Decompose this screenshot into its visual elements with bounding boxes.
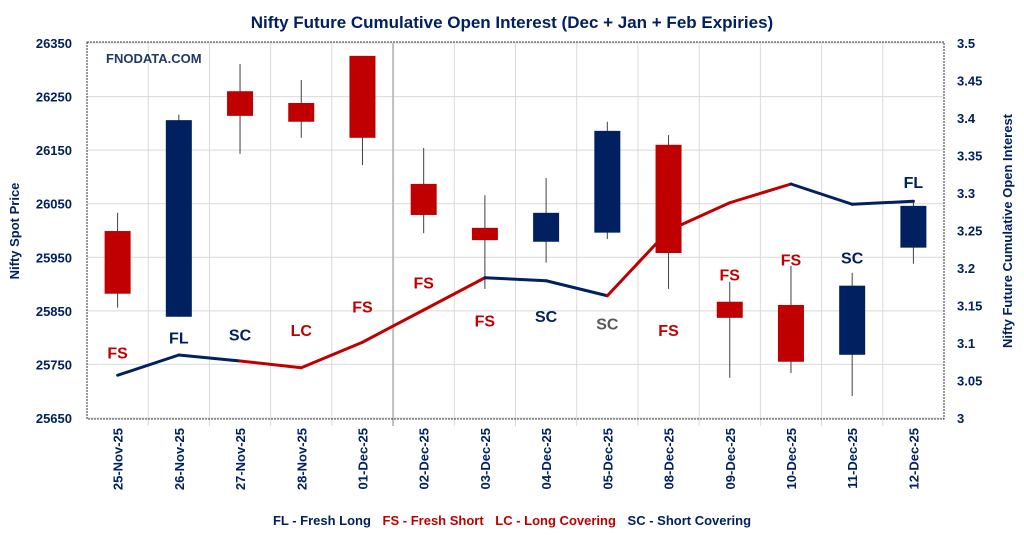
x-tick-label: 02-Dec-25 [417,428,432,489]
candle-body [165,120,192,317]
signal-label: FS [475,314,496,331]
candle-body [594,130,621,233]
right-tick-label: 3.45 [957,74,982,89]
candle-body [533,212,560,242]
left-tick-label: 25750 [36,357,72,372]
x-axis-ticks: 25-Nov-25 26-Nov-25 27-Nov-25 28-Nov-25 01-D… [111,428,922,490]
right-tick-label: 3.1 [957,336,975,351]
legend-item-fs: FS - Fresh Short [383,513,485,528]
chart-title: Nifty Future Cumulative Open Interest (D… [251,13,773,32]
oi-line-segment [299,340,364,370]
right-tick-label: 3.15 [957,299,982,314]
right-axis-label: Nifty Future Cumulative Open Interest [1000,113,1015,348]
x-tick-label: 26-Nov-25 [172,428,187,490]
left-axis-ticks: 25650 25750 25850 25950 26050 26150 26250 26350 [36,36,72,426]
signal-label: SC [841,250,864,267]
x-tick-label: 25-Nov-25 [111,428,126,490]
oi-line-segment [422,276,487,312]
signal-label: FS [413,275,434,292]
left-tick-label: 25650 [36,411,72,426]
x-tick-label: 01-Dec-25 [355,428,370,489]
legend-item-fl: FL - Fresh Long [273,513,371,528]
candle-body [655,144,682,253]
signal-label: SC [596,317,619,334]
x-tick-label: 11-Dec-25 [845,428,860,489]
candle-body [777,304,804,362]
oi-line-segment [850,199,915,206]
oi-line-segment [360,308,426,344]
signal-label: FS [720,267,741,284]
signal-label: LC [291,323,313,340]
signal-label: SC [229,327,252,344]
candle-body [839,285,866,355]
left-tick-label: 26050 [36,197,72,212]
right-tick-label: 3.2 [957,261,975,276]
candle-body [900,205,927,248]
x-tick-label: 08-Dec-25 [662,428,677,489]
right-axis-ticks: 3 3.05 3.1 3.15 3.2 3.25 3.3 3.35 3.4 3.45 3.5 [957,36,982,426]
x-tick-label: 27-Nov-25 [233,428,248,490]
legend-item-sc: SC - Short Covering [628,513,752,528]
candle-body [227,91,254,116]
signal-label: SC [535,309,558,326]
right-tick-label: 3.25 [957,224,982,239]
signal-labels: FS FL SC LC FS FS FS SC SC FS FS FS SC FL [107,175,923,363]
x-tick-label: 04-Dec-25 [539,428,554,489]
oi-line-segment [238,359,303,370]
candles [104,55,927,397]
watermark: FNODATA.COM [106,51,202,66]
right-tick-label: 3.3 [957,186,975,201]
right-tick-label: 3.05 [957,374,982,389]
plot-area-border [86,41,945,420]
signal-label: FL [904,175,924,192]
left-tick-label: 25850 [36,304,72,319]
x-tick-label: 12-Dec-25 [906,428,921,489]
signal-label: FS [107,346,128,363]
candle-body [716,301,743,318]
left-tick-label: 26350 [36,36,72,51]
signal-label: FL [169,331,189,348]
oi-line-segment [116,353,181,377]
oi-line-segment [789,182,854,206]
signal-label: FS [658,323,679,340]
left-tick-label: 26150 [36,143,72,158]
left-tick-label: 25950 [36,250,72,265]
gridlines [87,42,944,426]
left-tick-label: 26250 [36,90,72,105]
left-axis-label: Nifty Spot Price [7,183,22,280]
x-tick-label: 09-Dec-25 [723,428,738,489]
oi-line-segment [544,279,609,298]
candle-body [104,231,131,294]
signal-label: FS [781,252,802,269]
oi-line-segment [667,201,732,232]
x-tick-label: 10-Dec-25 [784,428,799,489]
right-tick-label: 3.35 [957,149,982,164]
legend-item-lc: LC - Long Covering [495,513,616,528]
oi-line [116,182,915,377]
candle-body [288,103,315,122]
candle-body [471,227,498,241]
oi-line-segment [728,182,793,205]
legend: FL - Fresh Long FS - Fresh Short LC - Lo… [273,513,751,528]
candle-body [349,55,376,138]
oi-line-segment [483,276,548,283]
oi-line-segment [605,229,671,298]
x-tick-label: 05-Dec-25 [600,428,615,489]
x-tick-label: 28-Nov-25 [294,428,309,490]
candle-body [410,183,437,215]
right-tick-label: 3.5 [957,36,975,51]
right-tick-label: 3 [957,411,964,426]
right-tick-label: 3.4 [957,111,976,126]
signal-label: FS [352,300,373,317]
x-tick-label: 03-Dec-25 [478,428,493,489]
oi-line-segment [177,353,242,363]
